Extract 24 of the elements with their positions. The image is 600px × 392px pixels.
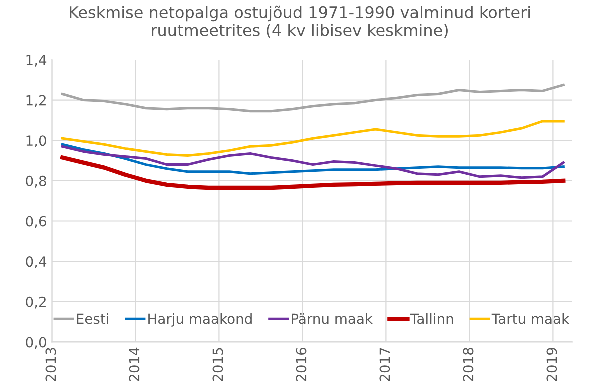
x-tick-label: 2015	[212, 348, 224, 382]
legend-label: Harju maakond	[148, 313, 252, 327]
line-series	[61, 120, 565, 157]
y-tick-label: 0,4	[26, 256, 47, 268]
line-series	[60, 156, 566, 190]
line-series	[61, 84, 565, 113]
y-tick-label: 0,6	[26, 216, 46, 228]
legend-label: Tallinn	[410, 313, 454, 324]
chart-title: Keskmise netopalga ostujõud 1971-1990 valminud korteri ruutmeetrites (4 kv libisev keskmine)	[70, 6, 530, 38]
legend-label: Pärnu maak	[292, 313, 373, 324]
y-tick-label: 1,2	[26, 95, 46, 108]
x-tick-label: 2018	[463, 348, 474, 382]
legend-label: Tartu maak	[492, 313, 570, 324]
x-tick-label: 2013	[46, 348, 56, 382]
y-tick-label: 0,0	[26, 337, 46, 350]
legend-label: Eesti	[77, 313, 108, 324]
x-tick-label: 2017	[380, 348, 390, 382]
y-tick-label: 0,8	[26, 176, 46, 188]
x-tick-label: 2014	[129, 348, 140, 382]
x-tick-label: 2016	[296, 348, 307, 382]
y-tick-label: 1,0	[26, 136, 46, 148]
x-tick-label: 2019	[546, 348, 558, 382]
y-tick-label: 0,2	[26, 296, 46, 309]
y-tick-label: 1,4	[26, 55, 47, 67]
